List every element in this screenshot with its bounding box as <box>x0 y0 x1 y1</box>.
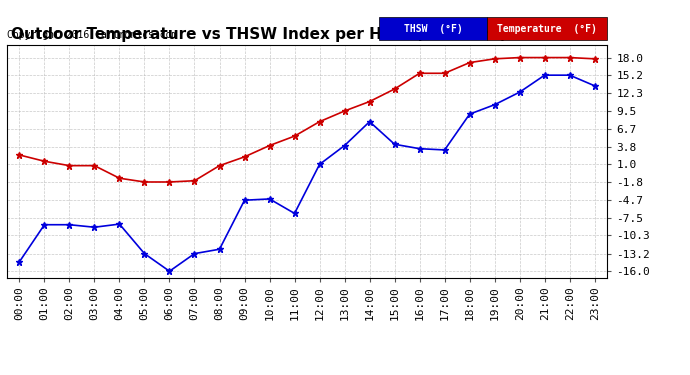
Text: Temperature  (°F): Temperature (°F) <box>497 24 597 34</box>
FancyBboxPatch shape <box>379 17 487 40</box>
Title: Outdoor Temperature vs THSW Index per Hour (24 Hours)  20160113: Outdoor Temperature vs THSW Index per Ho… <box>12 27 602 42</box>
Text: THSW  (°F): THSW (°F) <box>404 24 462 34</box>
FancyBboxPatch shape <box>487 17 607 40</box>
Text: Copyright 2016 Cartronics.com: Copyright 2016 Cartronics.com <box>7 30 177 40</box>
